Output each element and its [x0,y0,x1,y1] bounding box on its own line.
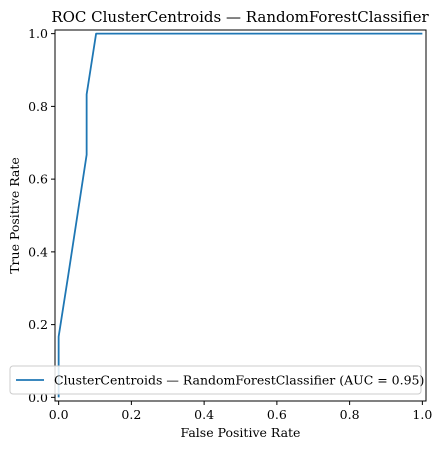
y-tick-label: 0.2 [28,317,48,332]
y-axis-ticks: 0.00.20.40.60.81.0 [28,26,55,405]
legend-label: ClusterCentroids — RandomForestClassifie… [54,373,424,388]
chart-title: ROC ClusterCentroids — RandomForestClass… [51,8,429,26]
y-tick-label: 0.4 [28,244,48,259]
x-axis-ticks: 0.0 0.2 0.4 0.6 0.8 1.0 [49,401,433,422]
y-tick-label: 0.8 [28,99,48,114]
roc-curve-line [59,34,423,398]
plot-area [59,34,423,398]
x-tick-label: 0.8 [340,407,360,422]
y-axis-label: True Positive Rate [7,157,22,274]
x-tick-label: 1.0 [412,407,432,422]
x-axis-label: False Positive Rate [181,425,301,440]
x-tick-label: 0.2 [121,407,141,422]
x-tick-label: 0.4 [194,407,214,422]
x-tick-label: 0.0 [49,407,69,422]
axes-frame [55,30,426,401]
x-tick-label: 0.6 [267,407,287,422]
y-tick-label: 1.0 [28,26,48,41]
y-tick-label: 0.6 [28,172,48,187]
legend: ClusterCentroids — RandomForestClassifie… [10,366,424,394]
